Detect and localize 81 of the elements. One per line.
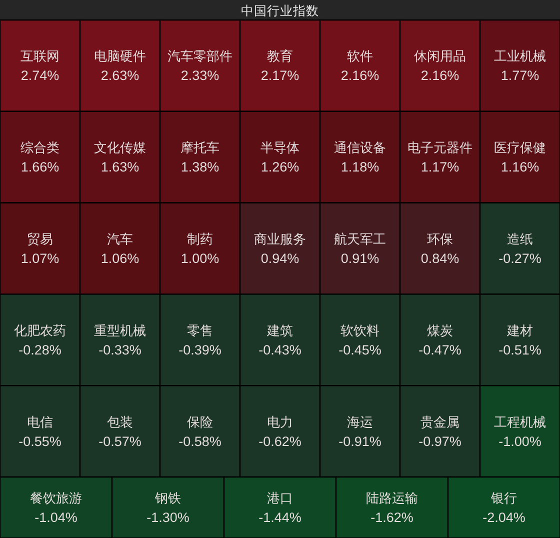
category-label: 摩托车 — [180, 140, 220, 156]
category-label: 工业机械 — [494, 48, 546, 64]
category-label: 建筑 — [267, 322, 293, 338]
category-label: 陆路运输 — [366, 490, 418, 506]
value-label: -0.28% — [18, 342, 62, 358]
value-label: -0.58% — [178, 434, 222, 449]
category-label: 工程机械 — [494, 414, 546, 430]
category-label: 互联网 — [20, 48, 60, 64]
category-label: 煤炭 — [427, 322, 453, 338]
value-label: -1.04% — [34, 510, 78, 525]
category-label: 教育 — [267, 48, 293, 64]
value-label: -0.97% — [418, 434, 462, 449]
value-label: 1.06% — [100, 251, 140, 266]
value-label: 0.84% — [420, 251, 460, 266]
value-label: 2.16% — [420, 68, 460, 84]
value-label: 1.16% — [500, 160, 540, 175]
category-label: 制药 — [187, 232, 213, 246]
category-label: 重型机械 — [94, 322, 146, 338]
value-label: -0.33% — [98, 342, 142, 358]
category-label: 建材 — [507, 322, 533, 338]
value-label: 1.38% — [180, 160, 220, 175]
value-label: -0.45% — [338, 342, 382, 358]
category-label: 海运 — [347, 414, 373, 430]
value-label: -1.62% — [370, 510, 414, 525]
category-label: 半导体 — [260, 140, 300, 156]
value-label: 2.33% — [180, 68, 220, 84]
category-label: 零售 — [187, 322, 213, 338]
value-label: 1.66% — [20, 160, 60, 175]
category-label: 保险 — [187, 414, 213, 430]
value-label: -1.44% — [258, 510, 302, 525]
value-label: -0.27% — [498, 251, 542, 266]
category-label: 钢铁 — [155, 490, 181, 506]
category-label: 医疗保健 — [494, 140, 546, 156]
value-label: -0.57% — [98, 434, 142, 449]
category-label: 航天军工 — [334, 232, 386, 246]
category-label: 环保 — [427, 232, 453, 246]
category-label: 造纸 — [507, 232, 533, 246]
category-label: 电子元器件 — [408, 140, 472, 156]
value-label: 2.16% — [340, 68, 380, 84]
value-label: -2.04% — [482, 510, 526, 525]
value-label: 0.94% — [260, 251, 300, 266]
value-label: 1.26% — [260, 160, 300, 175]
value-label: -0.62% — [258, 434, 302, 449]
value-label: -0.47% — [418, 342, 462, 358]
category-label: 电力 — [267, 414, 293, 430]
title: 中国行业指数 — [241, 4, 319, 18]
value-label: -0.39% — [178, 342, 222, 358]
category-label: 汽车零部件 — [168, 48, 232, 64]
value-label: 1.17% — [420, 160, 460, 175]
value-label: -0.51% — [498, 342, 542, 358]
value-label: 2.63% — [100, 68, 140, 84]
category-label: 贸易 — [27, 232, 53, 246]
value-label: 1.07% — [20, 251, 60, 266]
value-label: -0.55% — [18, 434, 62, 449]
category-label: 商业服务 — [254, 232, 306, 246]
category-label: 休闲用品 — [414, 48, 466, 64]
value-label: -1.30% — [146, 510, 190, 525]
category-label: 包装 — [107, 414, 133, 430]
category-label: 通信设备 — [334, 140, 386, 156]
category-label: 餐饮旅游 — [30, 490, 82, 506]
category-label: 汽车 — [107, 232, 133, 246]
category-label: 银行 — [491, 490, 517, 506]
value-label: -0.43% — [258, 342, 302, 358]
value-label: 2.74% — [20, 68, 60, 84]
category-label: 软件 — [347, 48, 373, 64]
category-label: 电信 — [27, 414, 53, 430]
value-label: 1.77% — [500, 68, 540, 84]
category-label: 化肥农药 — [14, 322, 66, 338]
category-label: 文化传媒 — [94, 140, 146, 156]
category-label: 贵金属 — [420, 414, 460, 430]
value-label: 1.00% — [180, 251, 220, 266]
value-label: 1.63% — [100, 160, 140, 175]
value-label: -0.91% — [338, 434, 382, 449]
category-label: 软饮料 — [340, 322, 380, 338]
category-label: 综合类 — [20, 140, 60, 156]
value-label: -1.00% — [498, 434, 542, 449]
category-label: 电脑硬件 — [94, 48, 146, 64]
category-label: 港口 — [267, 490, 293, 506]
value-label: 0.91% — [340, 251, 380, 266]
value-label: 1.18% — [340, 160, 380, 175]
value-label: 2.17% — [260, 68, 300, 84]
